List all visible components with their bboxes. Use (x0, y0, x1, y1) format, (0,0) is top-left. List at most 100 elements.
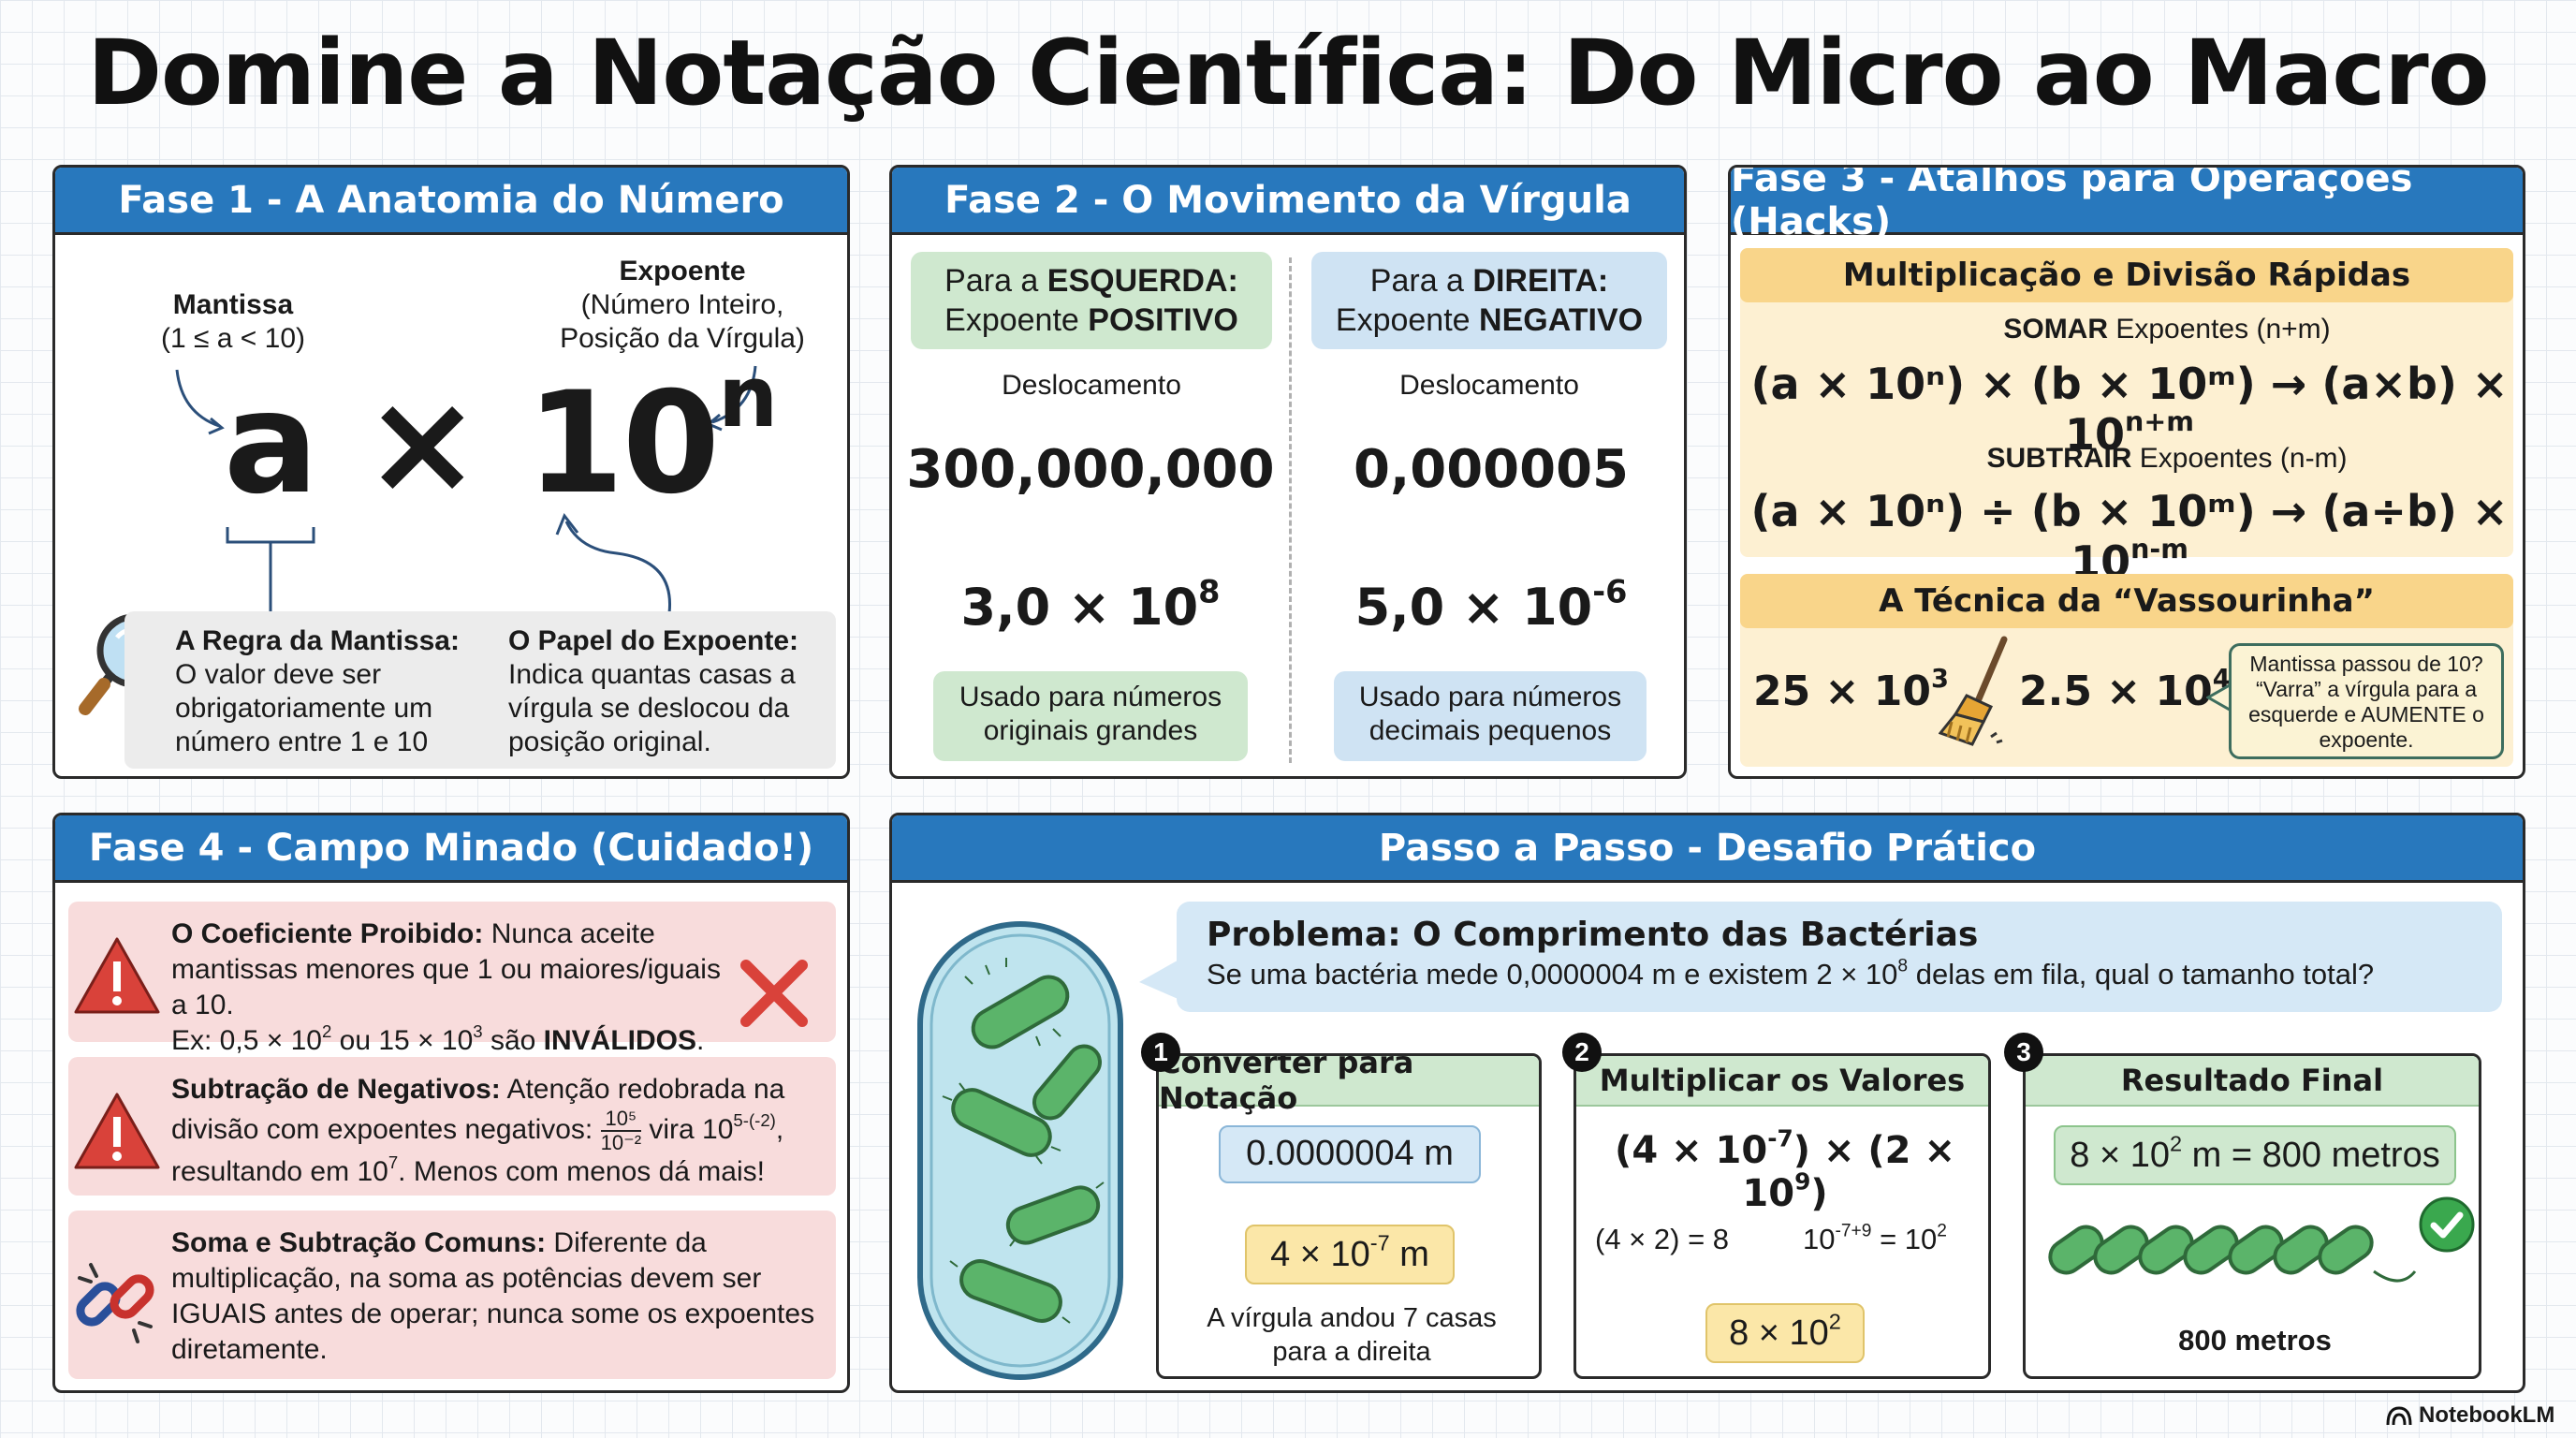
step1-result-unit: m (1389, 1235, 1429, 1274)
step3-value-exp: 2 (2169, 1131, 2183, 1156)
div-formula-exp: n-m (2130, 534, 2188, 565)
step2-formula-b-exp: 9 (1794, 1167, 1811, 1196)
invalid-x-icon (740, 960, 808, 1027)
step3-value-rest: m = 800 metros (2182, 1136, 2440, 1175)
subtrair-rest: Expoentes (n-m) (2131, 443, 2348, 474)
mantissa-label: Mantissa (172, 289, 294, 320)
step2-formula-c: ) (1810, 1172, 1828, 1215)
step2-formula-b: ) × (2 × 10 (1742, 1129, 1955, 1215)
esquerda-sci: 3,0 × 108 (892, 576, 1289, 637)
direita-sci-exp: -6 (1592, 573, 1628, 610)
fase3-panel: Fase 3 - Atalhos para Operações (Hacks) … (1728, 165, 2525, 779)
step2-result-exp: 2 (1828, 1309, 1841, 1334)
direita-number: 0,000005 (1353, 439, 1630, 500)
step2-calc2-base: 10 (1803, 1223, 1836, 1255)
esquerda-number: 300,000,000 (906, 439, 1275, 500)
esquerda-usage: Usado para números originais grandes (933, 671, 1248, 761)
direita-line2: Expoente (1335, 302, 1480, 338)
broom-left-base: 25 × 10 (1753, 668, 1931, 715)
problem-exp: 8 (1897, 956, 1909, 976)
item2-vira-exp: 5-(-2) (733, 1109, 776, 1130)
item2-result-post: . Menos com menos dá mais! (398, 1156, 765, 1187)
broken-chain-icon (76, 1263, 154, 1343)
warning-icon-1 (74, 937, 160, 1014)
item2-vira: vira 10 (641, 1113, 734, 1145)
problem-pre: Se uma bactéria mede 0,0000004 m e exist… (1207, 958, 1898, 990)
step1-result-base: 4 × 10 (1270, 1235, 1370, 1274)
fase2-panel: Fase 2 - O Movimento da Vírgula Para a E… (889, 165, 1687, 779)
step3-value-base: 8 × 10 (2070, 1136, 2170, 1175)
papel-expoente-box: O Papel do Expoente: Indica quantas casa… (493, 611, 836, 769)
problem-bubble-tail (1139, 958, 1182, 1001)
warning-icon-2 (74, 1093, 160, 1169)
problem-title: Problema: O Comprimento das Bactérias (1207, 916, 1979, 954)
esquerda-desloc: Deslocamento (1002, 370, 1181, 401)
direita-sign: NEGATIVO (1479, 302, 1644, 338)
item2-comma: , (775, 1113, 784, 1145)
step1-note: A vírgula andou 7 casas para a direita (1207, 1303, 1497, 1367)
subtrair-label: SUBTRAIR Expoentes (n-m) (1731, 443, 2523, 475)
step3-number: 3 (2004, 1033, 2043, 1072)
step1-card: Converter para Notação 0.0000004 m 4 × 1… (1156, 1053, 1542, 1379)
somar-bold: SOMAR (2003, 314, 2109, 345)
item3-text: Diferente da multiplicação, na soma as p… (171, 1227, 815, 1365)
problem-bubble: Problema: O Comprimento das Bactérias Se… (1177, 902, 2502, 1012)
fase1-header: Fase 1 - A Anatomia do Número (55, 168, 847, 235)
direita-sci-base: 5,0 × 10 (1354, 578, 1593, 637)
item1-ex-pre: Ex: 0,5 × 10 (171, 1025, 322, 1056)
item2-title: Subtração de Negativos: (171, 1074, 501, 1105)
problem-post: delas em fila, qual o tamanho total? (1908, 958, 2375, 990)
step3-caption: 800 metros (2178, 1324, 2332, 1357)
mantissa-range: (1 ≤ a < 10) (160, 323, 306, 354)
brand-mark: NotebookLM (2385, 1402, 2554, 1429)
anatomy-formula: a × 10n (224, 356, 778, 524)
papel-expoente-text: Indica quantas casas a vírgula se desloc… (508, 659, 796, 757)
step2-calc2: 10-7+9 = 102 (1803, 1221, 1947, 1256)
item2-result-exp: 7 (388, 1152, 399, 1172)
direita-desloc: Deslocamento (1399, 370, 1579, 401)
step2-result-base: 8 × 10 (1729, 1313, 1829, 1353)
step2-calc2-exp: -7+9 (1835, 1221, 1872, 1241)
step2-number: 2 (1562, 1033, 1602, 1072)
step2-title: Multiplicar os Valores (1576, 1056, 1988, 1107)
passo-header: Passo a Passo - Desafio Prático (892, 815, 2523, 883)
step2-card: Multiplicar os Valores (4 × 10-7) × (2 ×… (1573, 1053, 1991, 1379)
somar-rest: Expoentes (n+m) (2108, 314, 2331, 345)
step3-title: Resultado Final (2026, 1056, 2479, 1107)
mult-formula-exp: n+m (2125, 406, 2194, 438)
page-title: Domine a Notação Científica: Do Micro ao… (87, 21, 2489, 125)
item1-ex-exp1: 2 (321, 1020, 332, 1041)
item1-ex-mid: ou 15 × 10 (331, 1025, 474, 1056)
fase2-divider (1289, 257, 1292, 763)
fase4-item-2: Subtração de Negativos: Atenção redobrad… (68, 1057, 836, 1196)
broom-right-exp: 4 (2212, 664, 2231, 694)
item1-ex-end: . (696, 1025, 705, 1056)
bacteria-chain-icon (2048, 1225, 2417, 1283)
item2-text: Atenção redobrada na divisão com expoent… (171, 1074, 785, 1145)
expoente-label: Expoente (619, 256, 746, 286)
step2-formula: (4 × 10-7) × (2 × 109) (1576, 1127, 1988, 1215)
fase4-panel: Fase 4 - Campo Minado (Cuidado!) O Coefi… (52, 813, 850, 1393)
broom-left-exp: 3 (1930, 664, 1949, 694)
step2-formula-a-exp: -7 (1767, 1124, 1793, 1152)
step3-card: Resultado Final 8 × 102 m = 800 metros 8… (2023, 1053, 2481, 1379)
broom-right-base: 2.5 × 10 (2019, 668, 2213, 715)
anatomy-arrows (175, 365, 757, 614)
fase3-sub2: A Técnica da “Vassourinha” (1740, 574, 2513, 628)
item2-frac-den: 10⁻² (600, 1131, 642, 1154)
esquerda-line2: Expoente (944, 302, 1089, 338)
step2-calc2-res-exp: 2 (1937, 1221, 1947, 1241)
problem-text: Se uma bactéria mede 0,0000004 m e exist… (1207, 956, 2472, 993)
fase3-sub1: Multiplicação e Divisão Rápidas (1740, 248, 2513, 302)
subtrair-bold: SUBTRAIR (1986, 443, 2132, 474)
expoente-desc-2: Posição da Vírgula) (560, 323, 805, 354)
broom-bubble-tail (2206, 681, 2234, 714)
step1-number: 1 (1141, 1033, 1180, 1072)
item1-ex-post: são (482, 1025, 544, 1056)
item1-title: O Coeficiente Proibido: (171, 918, 484, 949)
check-icon (2419, 1196, 2475, 1253)
step2-calc1: (4 × 2) = 8 (1595, 1223, 1730, 1255)
item2-result-pre: resultando em 10 (171, 1156, 388, 1187)
regra-mantissa-text: O valor deve ser obrigatoriamente um núm… (175, 659, 433, 757)
expoente-desc-1: (Número Inteiro, (580, 289, 784, 320)
